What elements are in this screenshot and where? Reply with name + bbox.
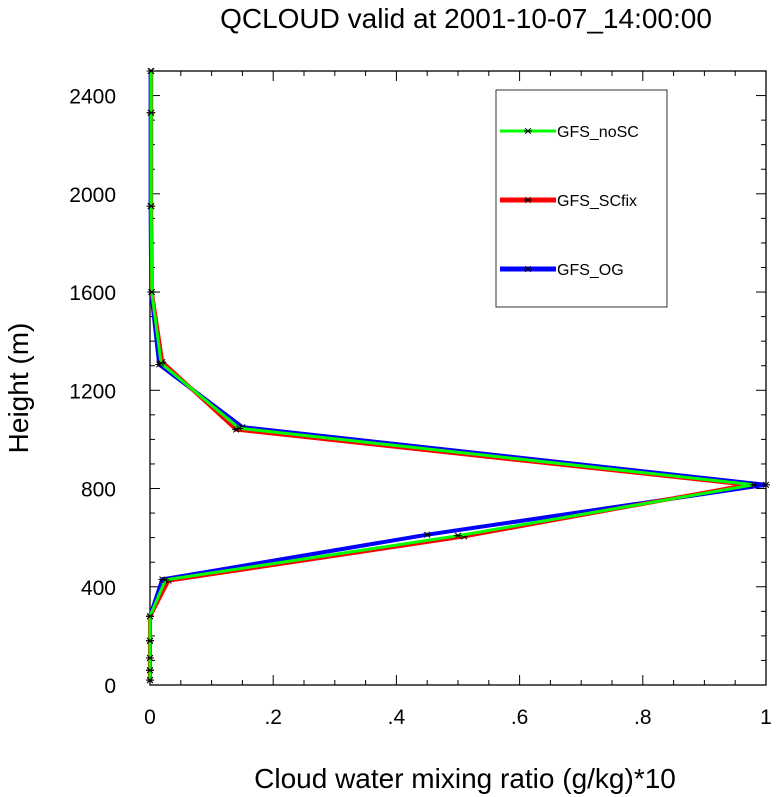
x-axis: 0 .2 .4 .6 .8 1 bbox=[144, 71, 772, 729]
data-point-gfs-nosc bbox=[146, 667, 154, 674]
x-tick-label: .8 bbox=[634, 706, 652, 729]
legend-marker bbox=[524, 127, 532, 135]
data-point-gfs-nosc bbox=[147, 202, 156, 210]
series-group bbox=[146, 67, 770, 684]
x-axis-label: Cloud water mixing ratio (g/kg)*10 bbox=[254, 763, 676, 794]
x-tick-label: .6 bbox=[511, 706, 529, 729]
legend-item-gfs-nosc: GFS_noSC bbox=[500, 124, 639, 141]
x-tick-label: 0 bbox=[144, 706, 156, 729]
series-gfs-og bbox=[146, 67, 770, 684]
y-tick-label: 800 bbox=[81, 479, 116, 502]
y-tick-label: 1200 bbox=[69, 380, 116, 403]
y-tick-label: 400 bbox=[81, 577, 116, 600]
series-line-gfs-og bbox=[148, 71, 767, 681]
legend: GFS_noSC GFS_SCfix GFS_OG bbox=[495, 89, 668, 308]
data-point-gfs-nosc bbox=[161, 576, 170, 584]
chart-title: QCLOUD valid at 2001-10-07_14:00:00 bbox=[220, 3, 712, 34]
series-gfs-nosc bbox=[146, 67, 758, 684]
x-tick-label: .2 bbox=[264, 706, 282, 729]
legend-item-gfs-scfix: GFS_SCfix bbox=[500, 193, 637, 210]
data-point-gfs-nosc bbox=[235, 425, 244, 432]
data-point-gfs-nosc bbox=[749, 481, 758, 488]
y-tick-label: 1600 bbox=[69, 282, 116, 305]
legend-label: GFS_OG bbox=[557, 262, 624, 279]
data-point-gfs-nosc bbox=[147, 109, 156, 116]
data-point-gfs-nosc bbox=[147, 67, 156, 75]
y-axis-label: Height (m) bbox=[3, 323, 34, 454]
data-point-gfs-nosc bbox=[146, 637, 154, 644]
plot-frame bbox=[149, 70, 767, 686]
data-point-gfs-nosc bbox=[146, 654, 154, 662]
data-point-gfs-nosc bbox=[147, 288, 156, 296]
y-tick-label: 2400 bbox=[69, 86, 116, 109]
data-point-gfs-nosc bbox=[146, 613, 154, 620]
y-axis: 0 400 800 1200 1600 2000 2400 bbox=[69, 70, 766, 698]
x-tick-label: .4 bbox=[388, 706, 406, 729]
legend-label: GFS_noSC bbox=[557, 124, 639, 141]
legend-item-gfs-og: GFS_OG bbox=[500, 262, 624, 279]
data-point-gfs-nosc bbox=[157, 360, 166, 367]
legend-label: GFS_SCfix bbox=[557, 193, 637, 210]
data-point-gfs-og bbox=[423, 531, 432, 538]
data-point-gfs-nosc bbox=[454, 532, 462, 539]
series-line-gfs-nosc bbox=[148, 71, 754, 681]
legend-marker bbox=[524, 196, 532, 204]
y-tick-label: 0 bbox=[104, 675, 116, 698]
x-tick-label: 1 bbox=[760, 706, 772, 729]
data-point-gfs-og bbox=[762, 481, 770, 488]
legend-marker bbox=[524, 265, 532, 273]
data-point-gfs-nosc bbox=[146, 676, 154, 684]
y-tick-label: 2000 bbox=[69, 184, 116, 207]
